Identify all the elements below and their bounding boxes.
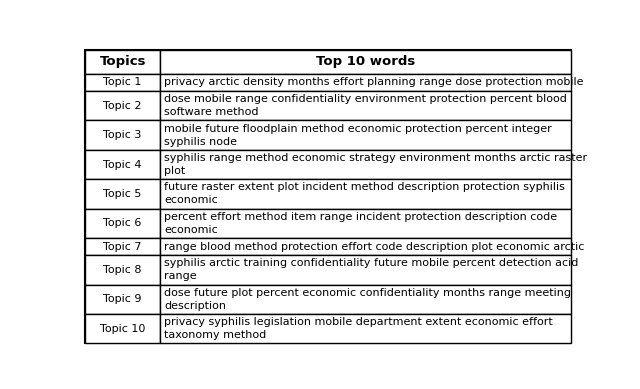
Text: privacy arctic density months effort planning range dose protection mobile: privacy arctic density months effort pla…: [164, 77, 584, 88]
Text: Topic 3: Topic 3: [104, 130, 142, 140]
Text: range blood method protection effort code description plot economic arctic: range blood method protection effort cod…: [164, 242, 585, 252]
Bar: [160, 238, 571, 255]
Bar: [160, 284, 571, 314]
Text: Topic 6: Topic 6: [104, 218, 142, 228]
Text: Topic 1: Topic 1: [104, 77, 142, 88]
Bar: [85, 209, 160, 238]
Text: Topic 2: Topic 2: [104, 101, 142, 111]
Text: Topic 5: Topic 5: [104, 189, 142, 199]
Text: syphilis arctic training confidentiality future mobile percent detection acid
ra: syphilis arctic training confidentiality…: [164, 258, 579, 281]
Bar: [160, 150, 571, 179]
Text: Topic 10: Topic 10: [100, 324, 145, 333]
Bar: [160, 91, 571, 121]
Bar: [85, 179, 160, 209]
Bar: [85, 74, 160, 91]
Bar: [85, 314, 160, 343]
Bar: [85, 121, 160, 150]
Bar: [85, 150, 160, 179]
Text: dose mobile range confidentiality environment protection percent blood
software : dose mobile range confidentiality enviro…: [164, 94, 567, 117]
Bar: [160, 74, 571, 91]
Text: Topic 9: Topic 9: [104, 294, 142, 304]
Text: syphilis range method economic strategy environment months arctic raster
plot: syphilis range method economic strategy …: [164, 153, 588, 176]
Text: Topic 4: Topic 4: [104, 159, 142, 170]
Bar: [160, 255, 571, 284]
Bar: [85, 255, 160, 284]
Text: dose future plot percent economic confidentiality months range meeting
descripti: dose future plot percent economic confid…: [164, 287, 572, 311]
Text: Top 10 words: Top 10 words: [316, 55, 415, 68]
Bar: [85, 91, 160, 121]
Bar: [160, 209, 571, 238]
Text: percent effort method item range incident protection description code
economic: percent effort method item range inciden…: [164, 212, 557, 235]
Text: future raster extent plot incident method description protection syphilis
econom: future raster extent plot incident metho…: [164, 182, 565, 205]
Bar: [85, 284, 160, 314]
Bar: [160, 314, 571, 343]
Text: mobile future floodplain method economic protection percent integer
syphilis nod: mobile future floodplain method economic…: [164, 124, 552, 147]
Text: Topic 7: Topic 7: [104, 242, 142, 252]
Bar: [85, 50, 160, 74]
Text: Topic 8: Topic 8: [104, 265, 142, 275]
Text: privacy syphilis legislation mobile department extent economic effort
taxonomy m: privacy syphilis legislation mobile depa…: [164, 317, 553, 340]
Text: Topics: Topics: [99, 55, 146, 68]
Bar: [85, 238, 160, 255]
Bar: [160, 50, 571, 74]
Bar: [160, 121, 571, 150]
Bar: [160, 179, 571, 209]
